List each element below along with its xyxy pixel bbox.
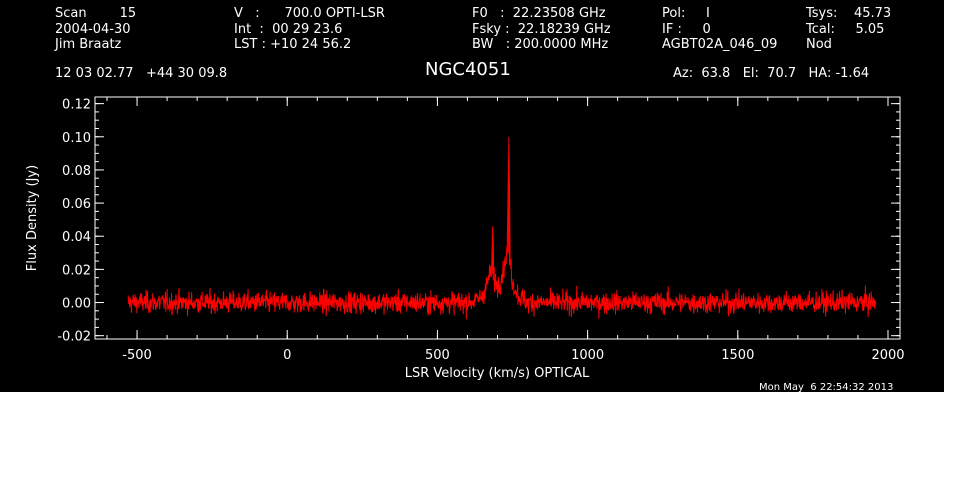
integration-label: Int : 00 29 23.6 xyxy=(234,22,343,37)
tick-marks xyxy=(95,97,900,339)
x-tick-label: 0 xyxy=(283,348,291,363)
x-tick-label: -500 xyxy=(122,348,152,363)
rest-frequency-label: F0 : 22.23508 GHz xyxy=(472,6,606,21)
source-title: NGC4051 xyxy=(425,59,511,80)
y-tick-label: 0.04 xyxy=(62,230,91,245)
lst-label: LST : +10 24 56.2 xyxy=(234,37,352,52)
y-tick-labels: -0.02 0.00 0.02 0.04 0.06 0.08 0.10 0.12 xyxy=(57,98,91,345)
x-tick-label: 2000 xyxy=(871,348,904,363)
x-axis-label: LSR Velocity (km/s) OPTICAL xyxy=(405,366,590,381)
tsys-label: Tsys: 45.73 xyxy=(806,6,892,21)
y-tick-label: 0.08 xyxy=(62,164,91,179)
y-tick-label: -0.02 xyxy=(57,330,91,345)
scan-label: Scan 15 xyxy=(55,6,137,21)
tcal-label: Tcal: 5.05 xyxy=(806,22,885,37)
bandwidth-label: BW : 200.0000 MHz xyxy=(472,37,609,52)
x-tick-label: 500 xyxy=(425,348,450,363)
sky-frequency-label: Fsky : 22.18239 GHz xyxy=(472,22,611,37)
timestamp: Mon May 6 22:54:32 2013 xyxy=(759,382,894,393)
observer-label: Jim Braatz xyxy=(55,37,122,52)
velocity-label: V : 700.0 OPTI-LSR xyxy=(234,6,385,21)
x-tick-label: 1000 xyxy=(571,348,604,363)
x-tick-labels: -500 0 500 1000 1500 2000 xyxy=(122,348,904,363)
plot-panel: Scan 15 2004-04-30 Jim Braatz V : 700.0 … xyxy=(0,0,944,393)
procedure-label: Nod xyxy=(806,37,832,52)
y-tick-label: 0.06 xyxy=(62,197,91,212)
date-label: 2004-04-30 xyxy=(55,22,131,37)
x-tick-label: 1500 xyxy=(721,348,754,363)
y-tick-label: 0.02 xyxy=(62,263,91,278)
y-tick-label: 0.12 xyxy=(62,98,91,113)
if-label: IF : 0 xyxy=(662,22,711,37)
y-tick-label: 0.10 xyxy=(62,131,91,146)
axes-frame xyxy=(94,96,901,340)
y-axis-label: Flux Density (Jy) xyxy=(25,165,40,271)
y-tick-label: 0.00 xyxy=(62,297,91,312)
coordinates-label: 12 03 02.77 +44 30 09.8 xyxy=(55,66,228,81)
polarization-label: Pol: I xyxy=(662,6,710,21)
project-label: AGBT02A_046_09 xyxy=(662,37,778,52)
az-el-ha-label: Az: 63.8 El: 70.7 HA: -1.64 xyxy=(673,66,870,81)
spectrum-series-line xyxy=(127,136,877,320)
spectrum-chart: -0.02 0.00 0.02 0.04 0.06 0.08 0.10 0.12 -500 0 5… xyxy=(25,96,905,381)
